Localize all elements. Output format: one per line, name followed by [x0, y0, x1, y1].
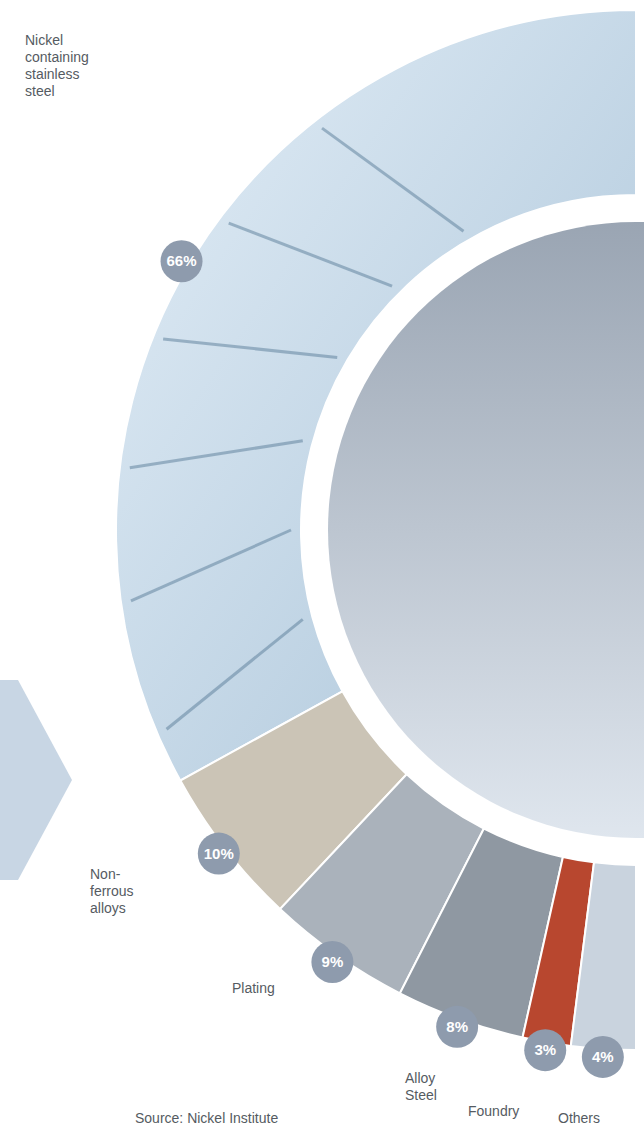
label-bubble — [436, 1006, 478, 1048]
arrow-decor — [0, 680, 72, 880]
source-note: Source: Nickel Institute — [135, 1110, 278, 1127]
chart-wrap: 66% 10% 9% 8% 3% 4% Nickel containing stainles… — [0, 0, 644, 1133]
chart-svg: 66% 10% 9% 8% 3% 4% — [0, 0, 644, 1133]
category-label: Non-ferrous alloys — [90, 866, 150, 917]
data-label: 66% — [167, 252, 197, 269]
category-label: Foundry — [468, 1103, 538, 1120]
ring-segment — [571, 862, 636, 1050]
data-label: 8% — [446, 1018, 468, 1035]
label-bubble — [582, 1036, 624, 1078]
category-label: Plating — [232, 980, 292, 997]
glass-frame — [130, 128, 464, 729]
label-bubble — [311, 941, 353, 983]
label-bubble — [198, 833, 240, 875]
label-bubble — [524, 1029, 566, 1071]
data-label: 9% — [322, 953, 344, 970]
label-bubble — [161, 240, 203, 282]
data-label: 3% — [534, 1041, 556, 1058]
category-label: Alloy Steel — [405, 1070, 450, 1104]
data-label: 10% — [204, 845, 234, 862]
data-label: 4% — [592, 1048, 614, 1065]
category-label: Others — [558, 1110, 628, 1127]
segments — [116, 10, 636, 1050]
category-label: Nickel containing stainless steel — [25, 32, 105, 100]
ring-segment — [116, 10, 636, 781]
data-labels: 66% 10% 9% 8% 3% 4% — [161, 240, 624, 1078]
